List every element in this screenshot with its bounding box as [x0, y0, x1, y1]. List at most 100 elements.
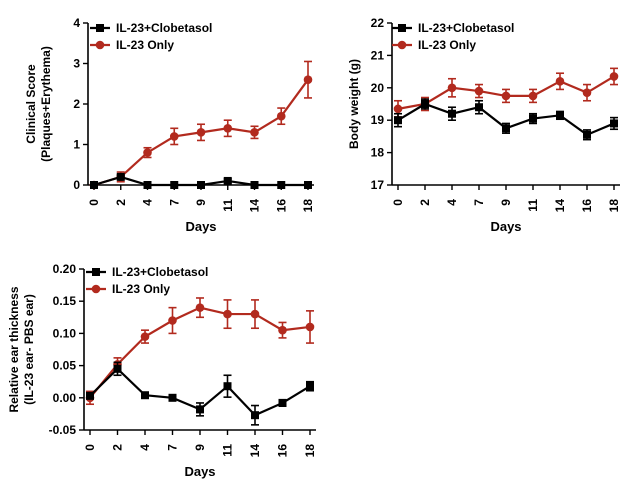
chart-clinical: 0 1 2 3 4 0 2 4 7 9 11 14 16 18 Days Clinical Score (Pla…	[24, 16, 315, 234]
x-tick-label: 18	[301, 199, 315, 213]
x-tick-label: 2	[418, 199, 432, 206]
legend-marker	[397, 40, 407, 50]
legend: IL-23+Clobetasol IL-23 Only	[90, 21, 212, 52]
x-tick-label: 4	[138, 444, 152, 451]
data-point	[304, 181, 312, 189]
data-point	[421, 100, 429, 108]
y-tick-label: 2	[73, 97, 80, 111]
x-tick-label: 16	[580, 199, 594, 213]
data-point	[609, 72, 619, 81]
x-tick-label: 4	[445, 199, 459, 206]
legend-marker	[91, 284, 101, 294]
data-point	[113, 364, 122, 373]
legend-label: IL-23 Only	[112, 282, 170, 296]
data-point	[529, 114, 537, 123]
data-point	[610, 119, 618, 128]
x-axis-title: Days	[185, 219, 216, 234]
data-point	[170, 181, 179, 189]
data-point	[305, 322, 315, 332]
data-point	[250, 128, 259, 137]
x-tick-label: 16	[276, 444, 290, 458]
x-tick-label: 11	[526, 199, 540, 212]
x-tick-label: 14	[553, 199, 567, 213]
data-point	[555, 77, 565, 86]
data-point	[306, 382, 314, 391]
data-point	[116, 172, 125, 181]
data-point	[278, 325, 287, 335]
legend-marker	[398, 24, 406, 32]
x-tick-label: 9	[499, 199, 513, 206]
data-point	[501, 91, 511, 101]
series-line	[89, 306, 311, 399]
data-point	[86, 391, 94, 400]
x-tick-label: 0	[391, 199, 405, 206]
y-tick-label: 21	[371, 48, 385, 62]
data-point	[141, 391, 149, 400]
series-clobetasol	[394, 98, 618, 141]
y-tick-label: -0.05	[49, 423, 77, 437]
chart-ear: -0.05 0.00 0.05 0.10 0.15 0.20 0 2 4 7 9 11 14 16 18 Da…	[7, 262, 317, 479]
series-clobetasol	[86, 361, 314, 426]
data-point	[250, 181, 259, 189]
legend-marker	[96, 24, 104, 32]
y-axis-title: Body weight (g)	[347, 59, 361, 149]
x-tick-label: 16	[274, 199, 288, 213]
data-point	[393, 104, 403, 114]
data-point	[223, 382, 232, 391]
data-point	[196, 128, 206, 137]
y-tick-label: 0.05	[53, 359, 77, 373]
x-tick-label: 11	[221, 444, 235, 457]
x-tick-label: 7	[166, 444, 180, 451]
legend-label: IL-23+Clobetasol	[112, 265, 208, 279]
data-point	[448, 109, 456, 118]
data-point	[474, 86, 484, 96]
legend-label: IL-23 Only	[116, 38, 174, 52]
y-tick-label: 0.15	[53, 294, 77, 308]
x-tick-label: 9	[193, 444, 207, 451]
x-tick-label: 18	[607, 199, 621, 213]
data-point	[250, 309, 260, 319]
data-point	[143, 181, 152, 189]
data-point	[475, 103, 483, 112]
legend-label: IL-23 Only	[418, 38, 476, 52]
x-axis-title: Days	[490, 219, 521, 234]
x-tick-label: 2	[111, 444, 125, 451]
y-axis-title: Relative ear thickness	[7, 286, 21, 412]
data-point	[394, 116, 402, 125]
x-tick-label: 9	[194, 199, 208, 206]
data-point	[140, 332, 150, 341]
data-point	[447, 83, 457, 93]
series-il23-only	[85, 297, 315, 406]
data-point	[197, 181, 205, 189]
y-tick-label: 0.10	[53, 326, 77, 340]
y-tick-label: 20	[371, 81, 385, 95]
data-point	[556, 111, 564, 120]
data-point	[502, 124, 510, 133]
data-point	[223, 309, 232, 319]
data-point	[583, 130, 591, 139]
data-point	[303, 75, 313, 84]
legend-marker	[95, 40, 105, 50]
y-tick-label: 17	[371, 178, 385, 192]
chart-bodyweight: 17 18 19 20 21 22 0 2 4 7 9 11 14 16 18 Days Body weight…	[347, 16, 621, 234]
x-tick-label: 14	[248, 444, 262, 458]
x-tick-label: 7	[167, 199, 181, 206]
y-tick-label: 3	[73, 57, 80, 71]
legend-label: IL-23+Clobetasol	[116, 21, 212, 35]
x-tick-label: 18	[303, 444, 317, 458]
x-tick-label: 7	[472, 199, 486, 206]
y-tick-label: 18	[371, 146, 385, 160]
data-point	[143, 148, 152, 157]
x-tick-label: 0	[83, 444, 97, 451]
data-point	[90, 181, 98, 189]
data-point	[528, 91, 538, 101]
series-il23-only	[393, 67, 619, 118]
y-axis-title: (Plaques+Erythema)	[39, 46, 53, 162]
legend-marker	[92, 268, 100, 276]
y-tick-label: 1	[73, 138, 80, 152]
data-point	[223, 124, 233, 133]
x-tick-label: 11	[221, 199, 235, 212]
x-tick-label: 2	[114, 199, 128, 206]
data-point	[168, 316, 177, 325]
